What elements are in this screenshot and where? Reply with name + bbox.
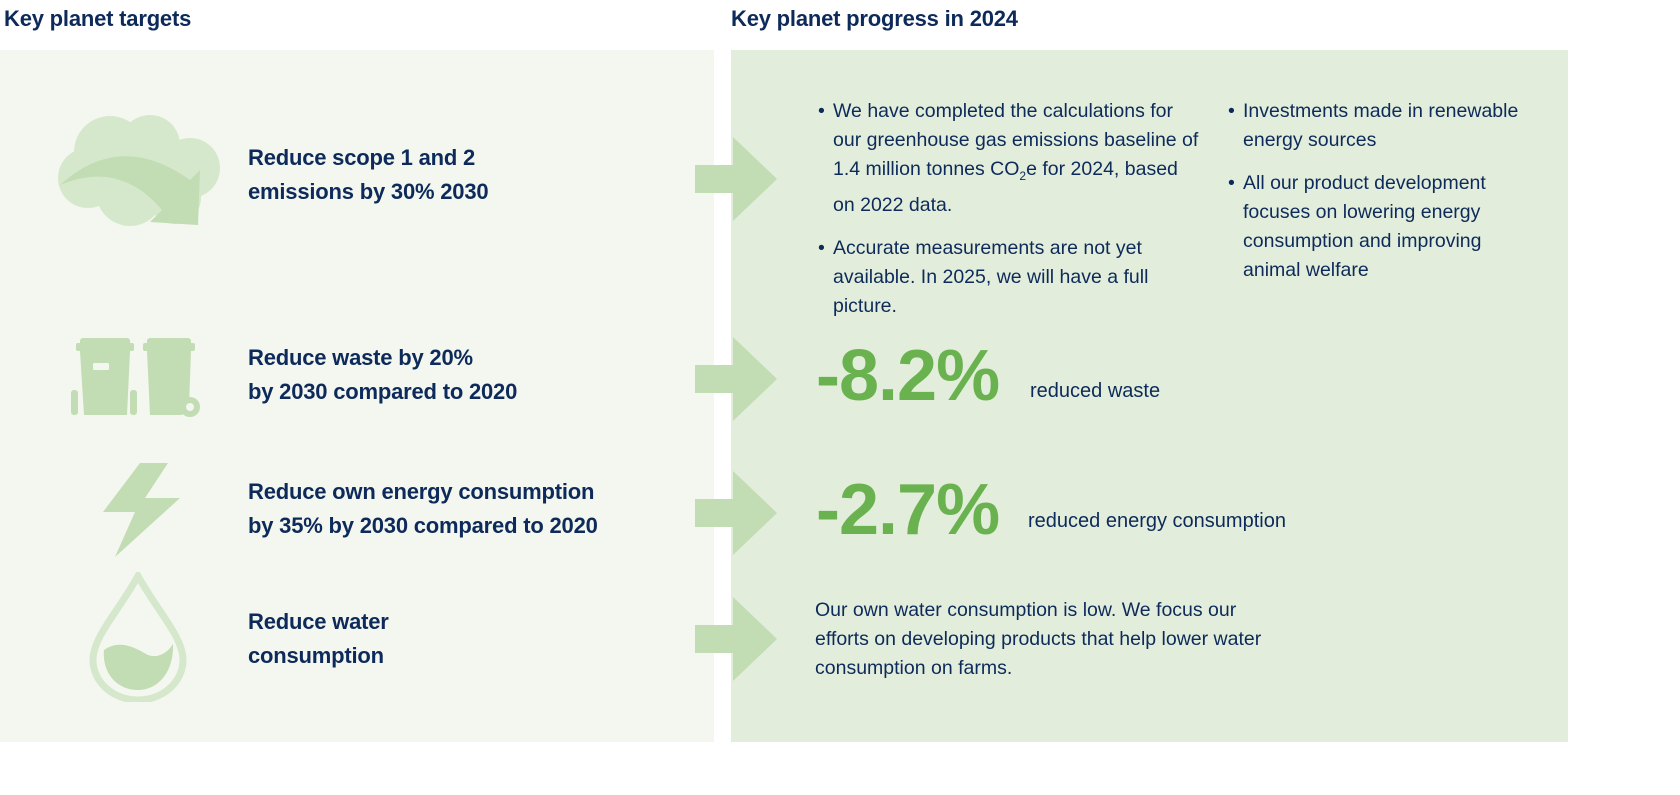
bullet-item: All our product development focuses on l…	[1228, 169, 1538, 285]
target-line: by 35% by 2030 compared to 2020	[248, 513, 598, 538]
bullet-item: Accurate measurements are not yet availa…	[818, 234, 1203, 321]
bullet-text: We have completed the calculations for o…	[833, 100, 1199, 180]
target-line: emissions by 30% 2030	[248, 179, 489, 204]
target-energy: Reduce own energy consumption by 35% by 2…	[248, 475, 598, 543]
arrow-right-icon	[695, 597, 777, 681]
bullet-text: e for 2024, based on 2022 data.	[833, 158, 1178, 216]
subscript: 2	[1019, 169, 1027, 183]
target-line: consumption	[248, 643, 384, 668]
waste-bins-icon	[71, 338, 200, 417]
target-water: Reduce water consumption	[248, 605, 389, 673]
target-line: Reduce own energy consumption	[248, 479, 595, 504]
energy-label: reduced energy consumption	[1028, 510, 1286, 532]
water-drop-icon	[89, 572, 187, 702]
cloud-arrow-icon	[58, 115, 220, 226]
emissions-progress-col2: Investments made in renewable energy sou…	[1228, 97, 1538, 299]
waste-label: reduced waste	[1030, 380, 1161, 402]
target-line: Reduce scope 1 and 2	[248, 145, 476, 170]
emissions-progress-col1: We have completed the calculations for o…	[818, 97, 1203, 335]
waste-value: -8.2%	[816, 336, 1000, 416]
arrow-right-icon	[695, 137, 777, 221]
target-line: by 2030 compared to 2020	[248, 379, 518, 404]
arrow-right-icon	[695, 337, 777, 421]
target-line: Reduce waste by 20%	[248, 345, 473, 370]
right-header: Key planet progress in 2024	[731, 6, 1018, 31]
water-progress-text: Our own water consumption is low. We foc…	[815, 599, 1262, 679]
energy-value: -2.7%	[816, 470, 1000, 550]
bullet-text: Accurate measurements are not yet availa…	[833, 237, 1149, 317]
target-waste: Reduce waste by 20% by 2030 compared to 2…	[248, 341, 517, 409]
arrow-right-icon	[695, 471, 777, 555]
target-emissions: Reduce scope 1 and 2 emissions by 30% 203…	[248, 141, 489, 209]
left-header: Key planet targets	[4, 6, 192, 31]
bullet-item: We have completed the calculations for o…	[818, 97, 1203, 220]
target-line: Reduce water	[248, 609, 389, 634]
lightning-icon	[103, 463, 180, 557]
bullet-item: Investments made in renewable energy sou…	[1228, 97, 1538, 155]
